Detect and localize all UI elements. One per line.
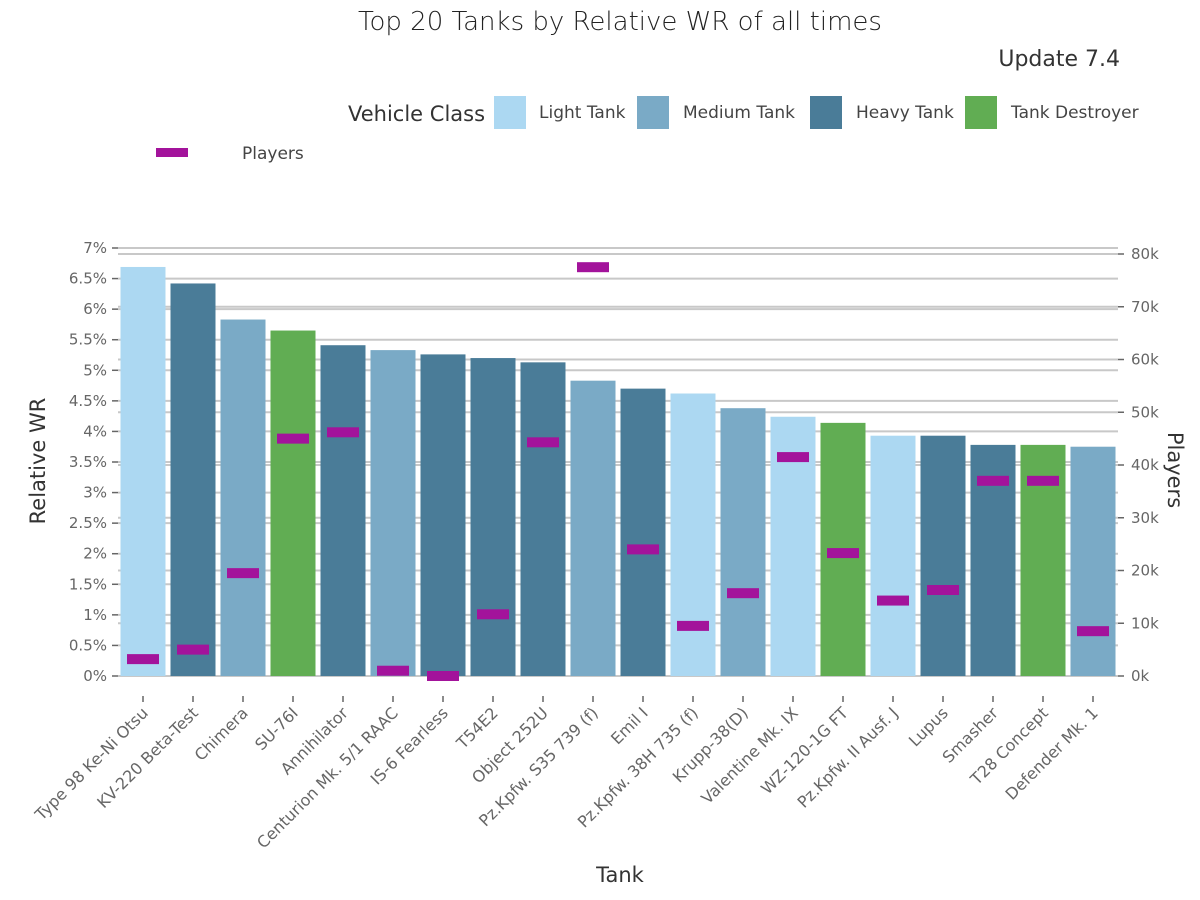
chart-subtitle: Update 7.4 (998, 47, 1120, 72)
players-marker (127, 654, 159, 665)
bar (670, 393, 716, 676)
bar (120, 266, 166, 676)
players-marker (727, 588, 759, 599)
players-marker (277, 433, 309, 444)
gridlines (118, 247, 1118, 677)
bar (720, 408, 766, 676)
players-marker (177, 644, 209, 655)
bar (1070, 446, 1116, 676)
y2-tick-label: 60k (1131, 351, 1159, 369)
legend-swatch-medium-tank (637, 96, 669, 129)
y-tick-label: 6% (83, 300, 107, 318)
y2-tick-label: 0k (1131, 667, 1150, 685)
players-marker (677, 620, 709, 631)
y2-tick-label: 70k (1131, 298, 1159, 316)
y-axis-title: Relative WR (26, 398, 50, 525)
legend-label-heavy-tank: Heavy Tank (856, 103, 954, 123)
legend-swatch-players (156, 148, 188, 157)
y2-tick-label: 10k (1131, 614, 1159, 632)
y2-tick-label: 80k (1131, 245, 1159, 263)
y-tick-label: 7% (83, 239, 107, 257)
x-axis-title: Tank (595, 863, 645, 887)
bar (170, 283, 216, 676)
y-tick-label: 2% (83, 545, 107, 563)
legend-label-light-tank: Light Tank (539, 103, 626, 123)
y2-tick-label: 40k (1131, 456, 1159, 474)
y-tick-label: 0% (83, 667, 107, 685)
y-tick-label: 5% (83, 361, 107, 379)
players-marker (627, 544, 659, 555)
y-tick-label: 1.5% (69, 575, 107, 593)
bar (320, 345, 366, 676)
y-tick-label: 1% (83, 606, 107, 624)
players-marker (527, 437, 559, 448)
legend-swatch-light-tank (494, 96, 526, 129)
bar (620, 388, 666, 676)
y-tick-label: 0.5% (69, 636, 107, 654)
y-tick-label: 3% (83, 484, 107, 502)
players-marker (827, 548, 859, 559)
bar (920, 435, 966, 676)
legend-label-players: Players (242, 144, 304, 164)
y-tick-label: 3.5% (69, 453, 107, 471)
x-tick-label: Chimera (191, 703, 252, 764)
bar (370, 350, 416, 676)
players-marker (1027, 475, 1059, 486)
players-marker (477, 609, 509, 620)
players-marker (777, 452, 809, 463)
x-tick-label: Emil I (607, 703, 652, 748)
players-marker (327, 427, 359, 438)
players-marker (227, 568, 259, 579)
bar (270, 330, 316, 676)
y-tick-label: 4.5% (69, 392, 107, 410)
y2-axis-title: Players (1163, 432, 1187, 508)
y2-tick-label: 30k (1131, 509, 1159, 527)
chart-title: Top 20 Tanks by Relative WR of all times (358, 7, 882, 37)
legend-title: Vehicle Class (348, 102, 485, 126)
y-tick-label: 6.5% (69, 270, 107, 288)
x-tick-label: WZ-120-1G FT (757, 703, 852, 798)
player-markers (127, 262, 1109, 681)
y2-tick-label: 20k (1131, 562, 1159, 580)
legend: Vehicle Class Light Tank Medium Tank Heavy… (156, 96, 1139, 164)
bar (470, 358, 516, 676)
players-marker (427, 671, 459, 681)
bars (120, 266, 1116, 676)
players-marker (577, 262, 609, 273)
y-tick-label: 5.5% (69, 331, 107, 349)
y-axis-left: 0% 0.5% 1% 1.5% 2% 2.5% 3% 3.5% 4% 4.5% 5% 5.5% 6% 6.… (69, 239, 118, 685)
x-tick-label: Lupus (905, 703, 952, 750)
bar (870, 435, 916, 676)
players-marker (377, 665, 409, 676)
x-tick-label: T54E2 (452, 703, 502, 753)
players-marker (927, 585, 959, 596)
y-axis-right: 0k 10k 20k 30k 40k 50k 60k 70k 80k (1118, 245, 1159, 685)
y2-tick-label: 50k (1131, 403, 1159, 421)
bar (520, 362, 566, 676)
players-marker (1077, 626, 1109, 637)
bar (220, 319, 266, 676)
legend-swatch-heavy-tank (810, 96, 842, 129)
bar (420, 354, 466, 676)
players-marker (877, 595, 909, 606)
players-marker (977, 475, 1009, 486)
legend-swatch-tank-destroyer (965, 96, 997, 129)
legend-label-tank-destroyer: Tank Destroyer (1010, 103, 1139, 123)
x-tick-label: Defender Mk. 1 (1002, 703, 1102, 803)
legend-label-medium-tank: Medium Tank (683, 103, 795, 123)
y-tick-label: 4% (83, 422, 107, 440)
bar (570, 380, 616, 676)
y-tick-label: 2.5% (69, 514, 107, 532)
